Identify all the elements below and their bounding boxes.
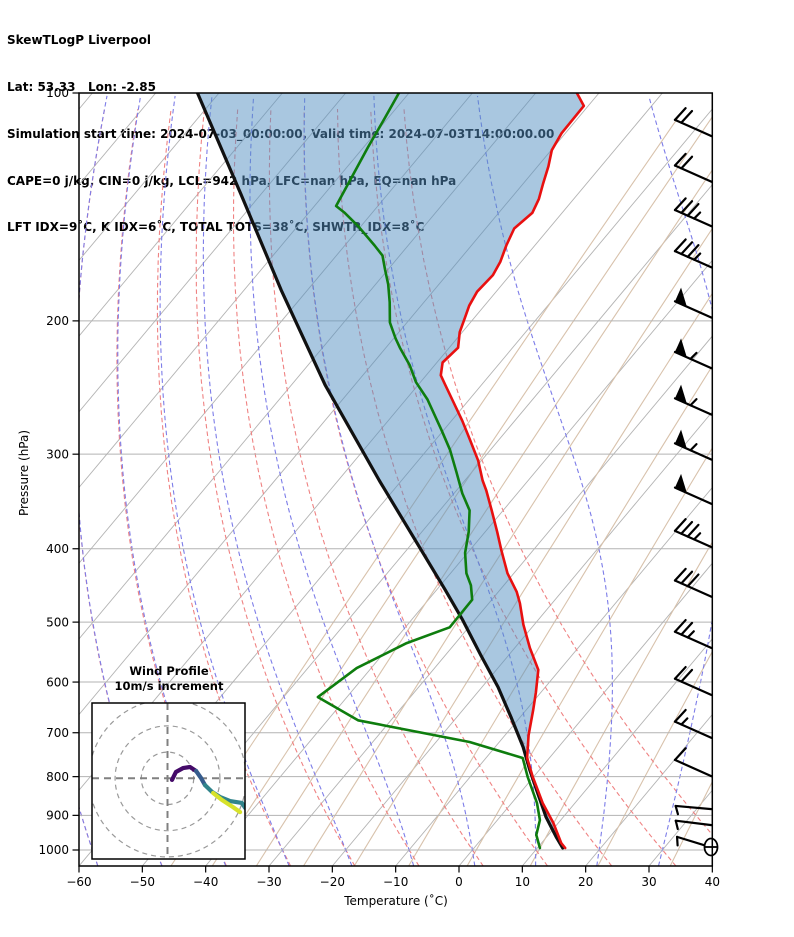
temperature-curve bbox=[439, 93, 586, 850]
hodograph-trace-segment bbox=[202, 782, 245, 810]
temperature-tick-label: 0 bbox=[455, 875, 463, 889]
pressure-tick-label: 600 bbox=[46, 675, 69, 689]
wind-barb bbox=[673, 338, 713, 370]
wind-barb bbox=[673, 429, 713, 461]
pressure-tick-label: 800 bbox=[46, 770, 69, 784]
pressure-tick-label: 700 bbox=[46, 726, 69, 740]
temperature-tick-label: −30 bbox=[256, 875, 281, 889]
wind-barb bbox=[673, 708, 713, 740]
wind-barb bbox=[674, 804, 713, 816]
wind-barb bbox=[673, 238, 713, 269]
hodograph-trace-segment bbox=[194, 768, 208, 788]
y-axis-label: Pressure (hPa) bbox=[17, 429, 31, 517]
wind-barb bbox=[673, 197, 713, 228]
hodograph-ring bbox=[114, 725, 221, 832]
hodograph-inset bbox=[91, 702, 246, 860]
inset-title-line: Wind Profile bbox=[129, 664, 209, 678]
hodograph-trace-segment bbox=[211, 790, 243, 815]
temperature-tick-label: 30 bbox=[641, 875, 656, 889]
wind-barb bbox=[673, 152, 713, 183]
temperature-tick-label: −60 bbox=[66, 875, 91, 889]
cape-shading bbox=[197, 93, 584, 848]
wind-barb bbox=[673, 618, 713, 650]
page-title: SkewTLogP Liverpool bbox=[7, 33, 151, 48]
temperature-tick-label: −40 bbox=[193, 875, 218, 889]
header-latlon: Lat: 53.33 Lon: -2.85 bbox=[7, 79, 156, 94]
wind-barb bbox=[673, 107, 713, 138]
pressure-tick-label: 400 bbox=[46, 542, 69, 556]
wind-barb bbox=[673, 473, 713, 505]
wind-barb bbox=[673, 384, 713, 416]
temperature-tick-label: −10 bbox=[383, 875, 408, 889]
wind-barb bbox=[674, 819, 713, 831]
pressure-tick-label: 100 bbox=[46, 86, 69, 100]
hodograph-inset-title: Wind Profile 10m/s increment bbox=[92, 664, 246, 693]
parcel-curve bbox=[195, 93, 565, 850]
x-axis-label: Temperature (˚C) bbox=[344, 894, 448, 908]
pressure-tick-label: 200 bbox=[46, 314, 69, 328]
profile-curves bbox=[195, 93, 586, 850]
wind-barb bbox=[673, 518, 713, 549]
pressure-tick-label: 900 bbox=[46, 809, 69, 823]
pressure-tick-label: 1000 bbox=[38, 843, 69, 857]
wind-barb bbox=[673, 747, 713, 778]
wind-barbs bbox=[673, 107, 719, 857]
surface-station-icon bbox=[703, 837, 719, 857]
temperature-tick-label: −20 bbox=[320, 875, 345, 889]
temperature-tick-label: 40 bbox=[705, 875, 720, 889]
temperature-tick-label: 20 bbox=[578, 875, 593, 889]
pressure-tick-label: 500 bbox=[46, 615, 69, 629]
temperature-tick-label: −50 bbox=[130, 875, 155, 889]
hodograph-trace-segment bbox=[169, 764, 199, 783]
pressure-tick-label: 300 bbox=[46, 447, 69, 461]
temperature-tick-label: 10 bbox=[515, 875, 530, 889]
wind-barb bbox=[673, 665, 713, 697]
wind-barb bbox=[673, 287, 713, 319]
wind-barb bbox=[673, 567, 713, 598]
inset-subtitle-line: 10m/s increment bbox=[114, 678, 224, 693]
dewpoint-curve bbox=[316, 93, 542, 850]
